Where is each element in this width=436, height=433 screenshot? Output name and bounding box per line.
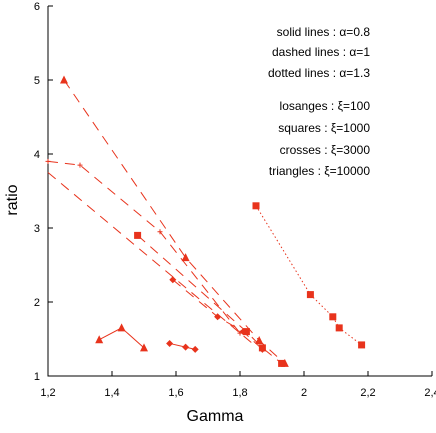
data-point-cross [237, 330, 243, 336]
annotation-text: dashed lines : α=1 [272, 45, 370, 59]
data-point-triangle [181, 253, 190, 262]
data-point-cross [157, 229, 163, 235]
data-point-cross [77, 162, 83, 168]
x-tick-label: 1,2 [40, 387, 55, 399]
axes: 1,2 1,4 1,6 1,8 2 2,2 2,4 1 2 3 4 5 6 [34, 1, 436, 399]
annotation-text: solid lines : α=0.8 [277, 25, 371, 39]
data-point-diamond [182, 343, 190, 351]
series-line-dashed [172, 279, 263, 350]
annotation-text: triangles : ξ=10000 [269, 164, 370, 178]
y-axis-title: ratio [4, 184, 21, 215]
data-point-diamond [191, 345, 199, 353]
x-tick-label: 1,8 [232, 387, 247, 399]
annotation-text: losanges : ξ=100 [280, 99, 371, 113]
data-point-cross [45, 158, 51, 164]
series-line-dashed [47, 172, 257, 347]
annotations: solid lines : α=0.8 dashed lines : α=1 dot… [268, 25, 370, 178]
data-point-diamond [169, 276, 177, 284]
data-point-diamond [258, 345, 266, 353]
y-tick-label: 4 [34, 149, 40, 161]
data-point-square [134, 231, 142, 239]
data-point-diamond [214, 313, 222, 321]
x-tick-label: 2,2 [360, 387, 375, 399]
series-line-dashed [47, 160, 241, 334]
x-tick-label: 1,4 [104, 387, 119, 399]
data-point-square [329, 313, 337, 321]
data-point-triangle [95, 335, 104, 344]
series-line-solid [169, 342, 196, 350]
series-line-dotted [255, 205, 362, 346]
y-tick-label: 5 [34, 75, 40, 87]
data-point-triangle [255, 335, 264, 344]
data-point-square [252, 202, 260, 210]
data-point-square [278, 359, 286, 367]
data-point-triangle [140, 343, 148, 352]
data-point-diamond [166, 339, 174, 347]
data-point-triangle [117, 323, 126, 332]
y-tick-label: 1 [34, 371, 40, 383]
annotation-text: dotted lines : α=1.3 [268, 66, 370, 80]
x-axis-title: Gamma [187, 408, 244, 425]
y-tick-label: 3 [34, 223, 40, 235]
y-tick-label: 2 [34, 297, 40, 309]
series-line-dashed [137, 235, 282, 364]
annotation-text: crosses : ξ=3000 [280, 143, 371, 157]
data-point-square [358, 341, 366, 349]
axis-frame [47, 6, 432, 377]
y-tick-label: 6 [34, 1, 40, 13]
data-point-square [306, 291, 314, 299]
annotation-text: squares : ξ=1000 [278, 121, 370, 135]
x-tick-label: 2 [301, 387, 307, 399]
x-tick-label: 1,6 [168, 387, 183, 399]
data-point-square [335, 324, 343, 332]
series-layer [45, 75, 366, 367]
series-line-dashed [63, 79, 286, 364]
x-tick-label: 2,4 [424, 387, 436, 399]
data-point-triangle [60, 75, 68, 84]
